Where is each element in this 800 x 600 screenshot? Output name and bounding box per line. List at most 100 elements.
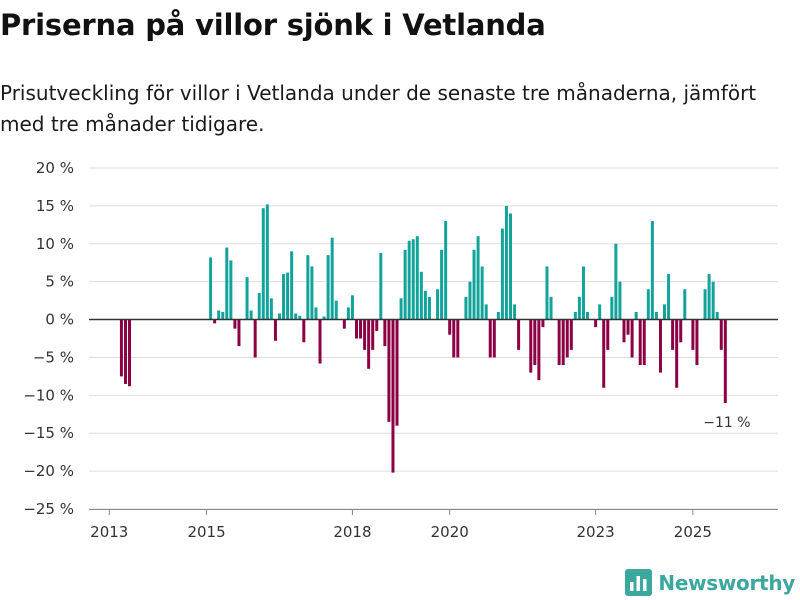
bar — [302, 319, 306, 343]
bar — [723, 319, 727, 403]
gridlines — [89, 167, 778, 510]
bar — [452, 319, 456, 358]
bar — [371, 319, 375, 350]
y-tick-label: −15 % — [23, 424, 74, 442]
bar — [610, 296, 614, 320]
bar — [354, 319, 358, 339]
y-axis-labels: 20 % 15 % 10 % 5 % 0 % −5 % −10 % −15 % −20 % −25… — [23, 159, 74, 518]
bar — [415, 236, 419, 320]
bar — [565, 319, 569, 358]
y-tick-label: −10 % — [23, 386, 74, 404]
bar — [618, 281, 622, 320]
bar — [346, 307, 350, 320]
bar — [492, 319, 496, 358]
bar — [586, 311, 590, 320]
bar — [286, 272, 290, 320]
x-tick-label: 2023 — [577, 523, 615, 541]
bar — [667, 274, 671, 320]
bar — [282, 274, 286, 320]
bar — [249, 310, 253, 320]
bar — [614, 243, 618, 320]
bar — [261, 208, 265, 320]
bar — [719, 319, 723, 350]
bar — [391, 319, 395, 473]
bar — [225, 247, 229, 320]
bar — [253, 319, 257, 358]
bar — [658, 319, 662, 373]
bar — [269, 298, 273, 320]
bar — [403, 249, 407, 320]
bar — [480, 266, 484, 320]
bar — [273, 319, 277, 341]
bar — [557, 319, 561, 366]
y-tick-label: 15 % — [36, 197, 74, 215]
bar — [387, 319, 391, 422]
bar — [399, 298, 403, 320]
bar — [650, 221, 654, 320]
bar — [448, 319, 452, 335]
y-tick-label: 20 % — [36, 159, 74, 177]
bar — [209, 257, 213, 320]
bar — [654, 311, 658, 320]
bar — [322, 316, 326, 320]
bar — [679, 319, 683, 343]
bar — [691, 319, 695, 350]
bar — [217, 310, 221, 320]
bar-chart-logo-icon — [625, 569, 653, 596]
bar — [488, 319, 492, 358]
bar — [277, 313, 281, 320]
bar — [375, 319, 379, 331]
bar — [549, 296, 553, 320]
bar — [379, 252, 383, 320]
bar — [663, 304, 667, 320]
bar — [533, 319, 537, 366]
bar — [675, 319, 679, 388]
bar — [626, 319, 630, 335]
bar — [517, 319, 521, 350]
y-tick-label: −25 % — [23, 500, 74, 518]
bar — [561, 319, 565, 366]
bar — [569, 319, 573, 350]
bar — [671, 319, 675, 350]
bar — [634, 311, 638, 320]
bar — [306, 255, 310, 320]
bar — [334, 300, 338, 320]
bar — [476, 236, 480, 320]
bar — [213, 319, 217, 324]
bar — [622, 319, 626, 343]
bar — [541, 319, 545, 328]
bar — [436, 289, 440, 320]
bars — [119, 204, 727, 473]
bar — [703, 289, 707, 320]
x-tick-label: 2025 — [674, 523, 712, 541]
bar — [500, 228, 504, 320]
y-tick-label: −20 % — [23, 462, 74, 480]
bar — [245, 277, 249, 320]
bar — [419, 271, 423, 320]
brand-name: Newsworthy — [658, 570, 795, 595]
bar — [496, 311, 500, 320]
bar — [363, 319, 367, 350]
x-tick-label: 2013 — [90, 523, 128, 541]
bar — [123, 319, 127, 384]
bar — [513, 304, 517, 320]
bar — [695, 319, 699, 366]
bar — [407, 240, 411, 320]
x-axis: 2013 2015 2018 2020 2023 2025 — [89, 509, 778, 541]
bar — [257, 293, 261, 320]
bar — [314, 307, 318, 320]
bar — [440, 249, 444, 320]
bar — [326, 255, 330, 320]
bar — [484, 304, 488, 320]
bar — [350, 295, 354, 320]
y-tick-label: −5 % — [33, 348, 74, 366]
bar — [444, 221, 448, 320]
bar — [359, 319, 363, 339]
bar — [683, 289, 687, 320]
bar — [330, 237, 334, 320]
bar — [573, 311, 577, 320]
bar — [290, 251, 294, 320]
bar — [229, 260, 233, 320]
y-tick-label: 10 % — [36, 235, 74, 253]
bar — [237, 319, 241, 347]
